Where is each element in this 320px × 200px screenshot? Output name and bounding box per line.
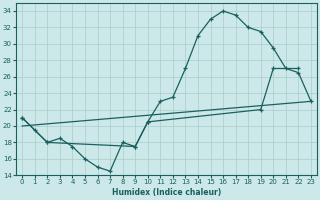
X-axis label: Humidex (Indice chaleur): Humidex (Indice chaleur)	[112, 188, 221, 197]
